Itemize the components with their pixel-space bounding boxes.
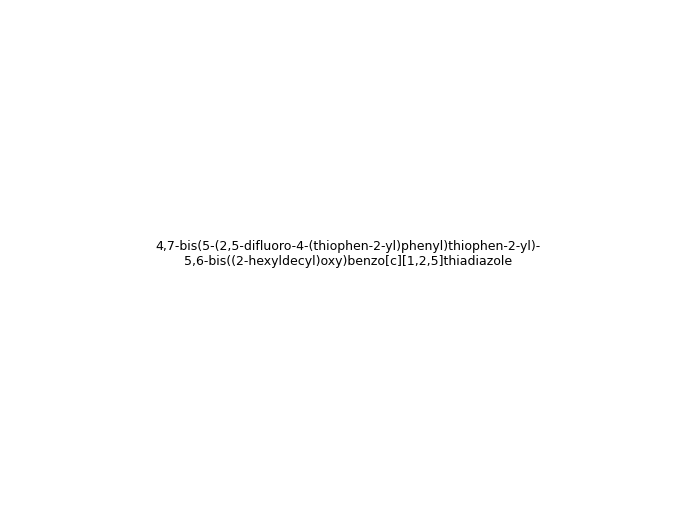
Text: 4,7-bis(5-(2,5-difluoro-4-(thiophen-2-yl)phenyl)thiophen-2-yl)-
5,6-bis((2-hexyl: 4,7-bis(5-(2,5-difluoro-4-(thiophen-2-yl… (155, 240, 541, 268)
